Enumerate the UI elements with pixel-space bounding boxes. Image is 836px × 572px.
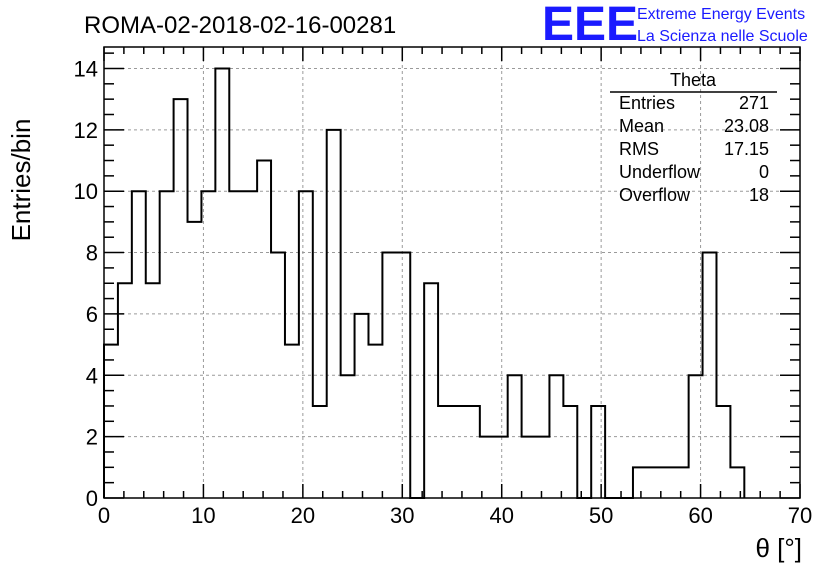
- histogram-bar: [730, 467, 744, 498]
- histogram-bar: [243, 191, 257, 498]
- histogram-bar: [160, 191, 174, 498]
- histogram-bar: [146, 283, 160, 498]
- histogram-bar: [508, 375, 522, 498]
- histogram-outline: [103, 67, 746, 499]
- y-tick-label: 8: [86, 241, 98, 266]
- histogram-bar: [229, 191, 243, 498]
- histogram-bar: [480, 437, 494, 498]
- stats-label: Mean: [619, 116, 664, 136]
- histogram-bar: [355, 314, 369, 498]
- x-axis-ticks: 0 10 20 30 40 50 60 70: [98, 47, 812, 528]
- histogram-bar: [647, 467, 661, 498]
- histogram-bar: [132, 191, 146, 498]
- histogram-bar: [675, 467, 689, 498]
- histogram-bar: [549, 375, 563, 498]
- histogram-bar: [201, 191, 215, 498]
- histogram-bar: [591, 406, 605, 498]
- stats-label: Underflow: [619, 162, 701, 182]
- stats-title: Theta: [670, 70, 717, 90]
- histogram-bar: [452, 406, 466, 498]
- eee-logo: EEE Extreme Energy Events La Scienza nel…: [542, 0, 808, 51]
- histogram-bar: [396, 253, 410, 498]
- histogram-bar: [188, 222, 202, 498]
- histogram-bar: [633, 467, 647, 498]
- x-axis-label: θ [°]: [755, 533, 802, 563]
- stats-value: 17.15: [724, 139, 769, 159]
- histogram-bar: [341, 375, 355, 498]
- stats-label: Entries: [619, 93, 675, 113]
- stats-value: 0: [759, 162, 769, 182]
- histogram-bar: [368, 345, 382, 498]
- chart-title: ROMA-02-2018-02-16-00281: [84, 12, 396, 39]
- histogram-bar: [661, 467, 675, 498]
- x-tick-label: 0: [98, 503, 110, 528]
- histogram-bar: [215, 68, 229, 498]
- y-axis-label: Entries/bin: [6, 119, 36, 242]
- y-tick-label: 12: [74, 118, 98, 143]
- y-tick-label: 0: [86, 486, 98, 511]
- histogram-bar: [118, 283, 132, 498]
- histogram-bar: [494, 437, 508, 498]
- y-tick-label: 14: [74, 56, 98, 81]
- y-tick-label: 6: [86, 302, 98, 327]
- stats-label: RMS: [619, 139, 659, 159]
- plot-frame: [103, 46, 801, 499]
- x-tick-label: 70: [788, 503, 812, 528]
- stats-value: 23.08: [724, 116, 769, 136]
- histogram-bar: [536, 437, 550, 498]
- logo-line-2: La Scienza nelle Scuole: [637, 28, 808, 45]
- stats-rows: Entries 271 Mean 23.08 RMS 17.15 Underflow 0 Ove…: [619, 93, 769, 205]
- y-tick-label: 10: [74, 179, 98, 204]
- x-tick-label: 30: [390, 503, 414, 528]
- y-axis-ticks: 0 2 4 6 8 10 12 14: [74, 52, 800, 511]
- x-tick-label: 20: [291, 503, 315, 528]
- histogram-bar: [174, 99, 188, 498]
- histogram-bar: [271, 253, 285, 498]
- stats-box: Theta Entries 271 Mean 23.08 RMS 17.15 Underfl…: [610, 70, 777, 205]
- y-tick-label: 4: [86, 363, 98, 388]
- histogram-bars: [103, 67, 746, 499]
- histogram-bar: [257, 161, 271, 498]
- histogram-bar: [424, 283, 438, 498]
- x-tick-label: 10: [191, 503, 215, 528]
- histogram-bar: [285, 345, 299, 498]
- y-tick-label: 2: [86, 425, 98, 450]
- logo-mark: EEE: [542, 0, 638, 51]
- histogram-bar: [382, 253, 396, 498]
- stats-label: Overflow: [619, 185, 691, 205]
- histogram-bar: [522, 437, 536, 498]
- x-tick-label: 50: [589, 503, 613, 528]
- histogram-bar: [313, 406, 327, 498]
- stats-value: 18: [749, 185, 769, 205]
- stats-value: 271: [739, 93, 769, 113]
- histogram-bar: [466, 406, 480, 498]
- histogram-bar: [689, 375, 703, 498]
- x-tick-label: 60: [688, 503, 712, 528]
- histogram-bar: [563, 406, 577, 498]
- logo-line-1: Extreme Energy Events: [637, 6, 805, 23]
- histogram-bar: [438, 406, 452, 498]
- histogram-bar: [299, 191, 313, 498]
- histogram-bar: [716, 406, 730, 498]
- histogram-bar: [703, 253, 717, 498]
- x-tick-label: 40: [489, 503, 513, 528]
- histogram-bar: [327, 130, 341, 498]
